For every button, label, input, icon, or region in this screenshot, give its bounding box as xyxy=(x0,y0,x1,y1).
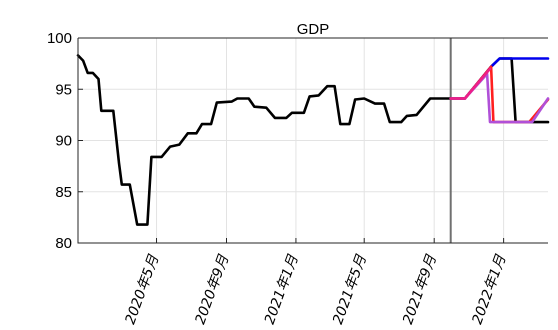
series-line-1 xyxy=(76,54,453,226)
y-tick-label: 85 xyxy=(55,184,72,201)
series-line-4 xyxy=(449,65,550,124)
x-tick-label: 2021年9月 xyxy=(400,252,440,327)
series-layer xyxy=(76,54,550,226)
x-tick-label: 2020年5月 xyxy=(122,252,162,327)
chart-title: GDP xyxy=(297,21,330,38)
x-tick-label: 2022年1月 xyxy=(470,252,510,327)
x-axis-ticks: 2020年5月 2020年9月 2021年1月 2021年5月 2021年9月 2022年… xyxy=(122,238,510,327)
x-tick-label: 2021年5月 xyxy=(330,252,370,327)
y-tick-label: 95 xyxy=(55,81,72,98)
y-tick-label: 80 xyxy=(55,235,72,252)
series-line-6 xyxy=(449,67,492,100)
series-line-3 xyxy=(449,57,550,100)
series-line-2 xyxy=(449,57,550,124)
x-tick-label: 2020年9月 xyxy=(192,252,232,327)
y-tick-label: 90 xyxy=(55,133,72,150)
y-tick-label: 100 xyxy=(47,30,72,47)
x-tick-label: 2021年1月 xyxy=(262,252,302,327)
y-axis-ticks: 80 85 90 95 100 xyxy=(47,30,83,252)
